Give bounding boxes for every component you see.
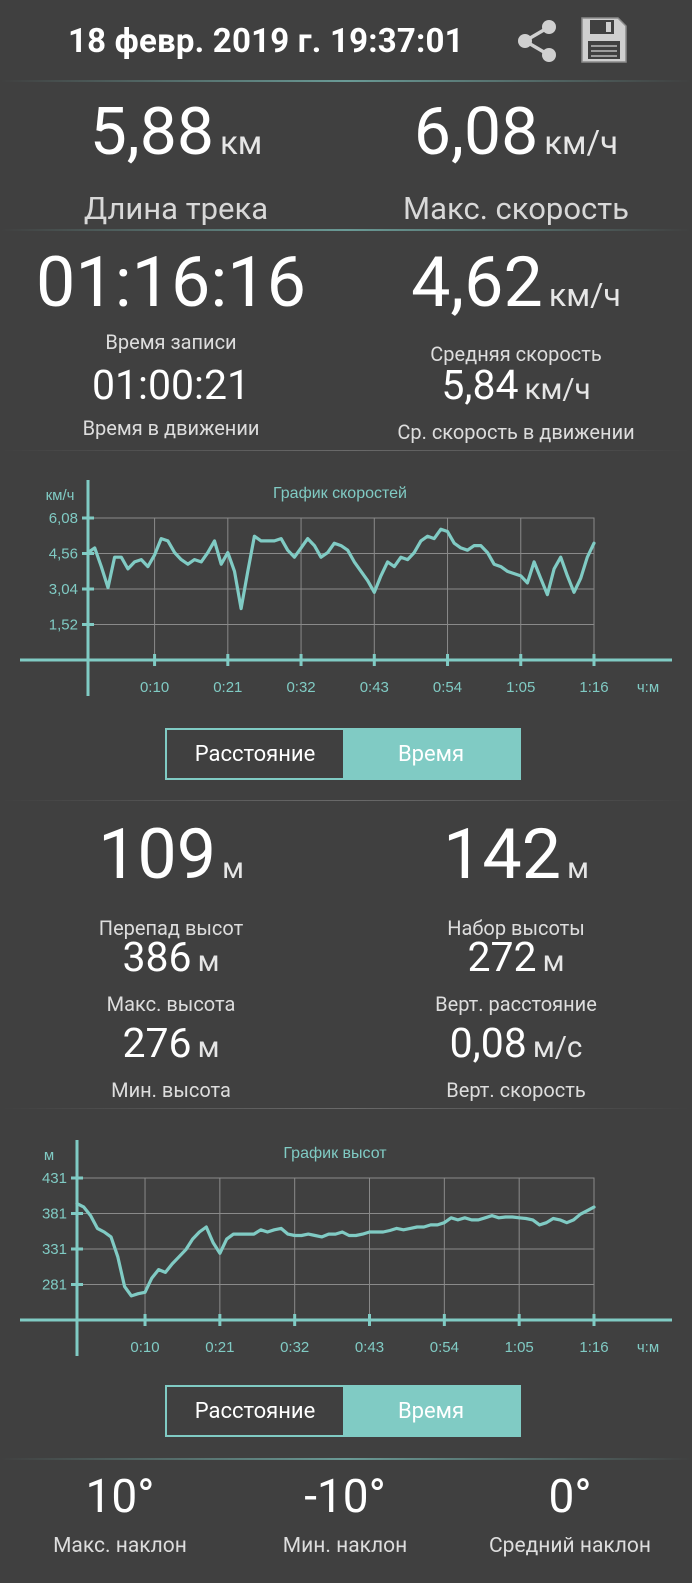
record-time-stat: 01:16:16 Время записи: [16, 246, 326, 354]
elevation-gain-label: Набор высоты: [447, 916, 585, 940]
max-tilt-value: 10°: [85, 1470, 155, 1524]
y-tick-label: 331: [42, 1241, 67, 1258]
moving-time-value: 01:00:21: [91, 362, 251, 410]
x-tick-label: 0:32: [280, 1339, 309, 1356]
header-bar: 18 февр. 2019 г. 19:37:01: [0, 0, 692, 82]
min-altitude-stat: 276 м Мин. высота: [16, 1022, 326, 1102]
toggle-distance-button[interactable]: Расстояние: [194, 1398, 316, 1424]
x-axis-unit-label: ч:м: [637, 679, 659, 696]
avg-speed-stat: 4,62 км/ч Средняя скорость: [356, 246, 676, 366]
x-tick-label: 1:16: [579, 679, 608, 696]
divider: [0, 450, 692, 451]
chart-title: График скоростей: [273, 485, 407, 502]
min-altitude-label: Мин. высота: [111, 1078, 231, 1102]
y-tick-label: 281: [42, 1277, 67, 1294]
max-speed-value: 6,08 км/ч: [413, 94, 619, 171]
min-tilt-value: -10°: [304, 1470, 386, 1524]
elevation-diff-stat: 109 м Перепад высот: [16, 818, 326, 940]
avg-tilt-label: Средний наклон: [489, 1534, 651, 1558]
max-speed-stat: 6,08 км/ч Макс. скорость: [356, 98, 676, 227]
y-tick-label: 381: [42, 1206, 67, 1223]
vertical-distance-value: 272 м: [467, 934, 565, 982]
avg-moving-speed-value: 5,84 км/ч: [441, 362, 591, 410]
y-tick-label: 6,08: [49, 510, 78, 527]
x-tick-label: 1:05: [506, 679, 535, 696]
max-altitude-label: Макс. высота: [106, 992, 236, 1016]
divider: [0, 80, 692, 82]
elevation-gain-stat: 142 м Набор высоты: [356, 818, 676, 940]
min-tilt-label: Мин. наклон: [282, 1534, 408, 1558]
track-datetime: 18 февр. 2019 г. 19:37:01: [68, 22, 464, 61]
avg-tilt-value: 0°: [548, 1470, 592, 1524]
x-tick-label: 0:54: [433, 679, 462, 696]
y-axis-unit-label: м: [44, 1147, 54, 1164]
speed-chart: 0:10 0:21 0:32 0:43 0:54 1:05 1:16 6,08 4,56 3,04…: [0, 470, 692, 700]
x-tick-label: 0:21: [213, 679, 242, 696]
y-tick-label: 1,52: [49, 617, 78, 634]
toggle-distance-button[interactable]: Расстояние: [194, 741, 316, 767]
x-tick-label: 0:54: [430, 1339, 459, 1356]
record-time-label: Время записи: [105, 330, 237, 354]
speed-chart-mode-toggle: Расстояние Время: [165, 728, 521, 780]
data-series-line: [75, 1201, 596, 1298]
track-length-stat: 5,88 км Длина трека: [16, 98, 336, 227]
max-tilt-stat: 10° Макс. наклон: [20, 1472, 220, 1558]
max-speed-label: Макс. скорость: [403, 190, 629, 227]
divider: [0, 229, 692, 231]
y-tick-label: 3,04: [49, 581, 78, 598]
avg-speed-label: Средняя скорость: [430, 342, 602, 366]
speed-chart-svg: 0:10 0:21 0:32 0:43 0:54 1:05 1:16 6,08 4,56 3,04…: [20, 480, 672, 696]
track-length-label: Длина трека: [83, 190, 269, 227]
x-tick-label: 0:32: [286, 679, 315, 696]
max-tilt-label: Макс. наклон: [53, 1534, 187, 1558]
share-icon[interactable]: [512, 16, 562, 66]
avg-moving-speed-stat: 5,84 км/ч Ср. скорость в движении: [356, 364, 676, 444]
avg-moving-speed-label: Ср. скорость в движении: [397, 420, 635, 444]
divider: [0, 800, 692, 801]
vertical-speed-label: Верт. скорость: [446, 1078, 586, 1102]
data-series-line: [86, 527, 596, 611]
toggle-time-button[interactable]: Время: [343, 1387, 519, 1435]
floppy-disk-icon[interactable]: [578, 14, 630, 66]
moving-time-label: Время в движении: [82, 416, 260, 440]
altitude-chart-svg: 0:10 0:21 0:32 0:43 0:54 1:05 1:16 431 381 331 281…: [20, 1140, 672, 1356]
vertical-distance-label: Верт. расстояние: [435, 992, 597, 1016]
min-tilt-stat: -10° Мин. наклон: [245, 1472, 445, 1558]
altitude-chart: 0:10 0:21 0:32 0:43 0:54 1:05 1:16 431 381 331 281…: [0, 1130, 692, 1360]
divider: [0, 1458, 692, 1460]
chart-title: График высот: [283, 1145, 387, 1162]
x-tick-label: 0:43: [360, 679, 389, 696]
y-axis-unit-label: км/ч: [46, 487, 75, 504]
y-tick-label: 4,56: [49, 546, 78, 563]
altitude-chart-mode-toggle: Расстояние Время: [165, 1385, 521, 1437]
y-tick-label: 431: [42, 1170, 67, 1187]
max-altitude-stat: 386 м Макс. высота: [16, 936, 326, 1016]
x-tick-label: 0:10: [130, 1339, 159, 1356]
avg-tilt-stat: 0° Средний наклон: [470, 1472, 670, 1558]
vertical-speed-value: 0,08 м/с: [449, 1020, 583, 1068]
vertical-speed-stat: 0,08 м/с Верт. скорость: [356, 1022, 676, 1102]
divider: [0, 1108, 692, 1109]
max-altitude-value: 386 м: [122, 934, 220, 982]
elevation-gain-value: 142 м: [443, 814, 589, 896]
x-axis-unit-label: ч:м: [637, 1339, 659, 1356]
track-length-value: 5,88 км: [89, 94, 263, 171]
elevation-diff-value: 109 м: [98, 814, 244, 896]
x-tick-label: 0:10: [140, 679, 169, 696]
moving-time-stat: 01:00:21 Время в движении: [16, 364, 326, 440]
record-time-value: 01:16:16: [36, 242, 306, 324]
toggle-time-button[interactable]: Время: [343, 730, 519, 778]
x-tick-label: 1:16: [579, 1339, 608, 1356]
vertical-distance-stat: 272 м Верт. расстояние: [356, 936, 676, 1016]
elevation-diff-label: Перепад высот: [98, 916, 244, 940]
x-tick-label: 1:05: [505, 1339, 534, 1356]
min-altitude-value: 276 м: [122, 1020, 220, 1068]
x-tick-label: 0:21: [205, 1339, 234, 1356]
x-tick-label: 0:43: [355, 1339, 384, 1356]
avg-speed-value: 4,62 км/ч: [411, 242, 621, 324]
